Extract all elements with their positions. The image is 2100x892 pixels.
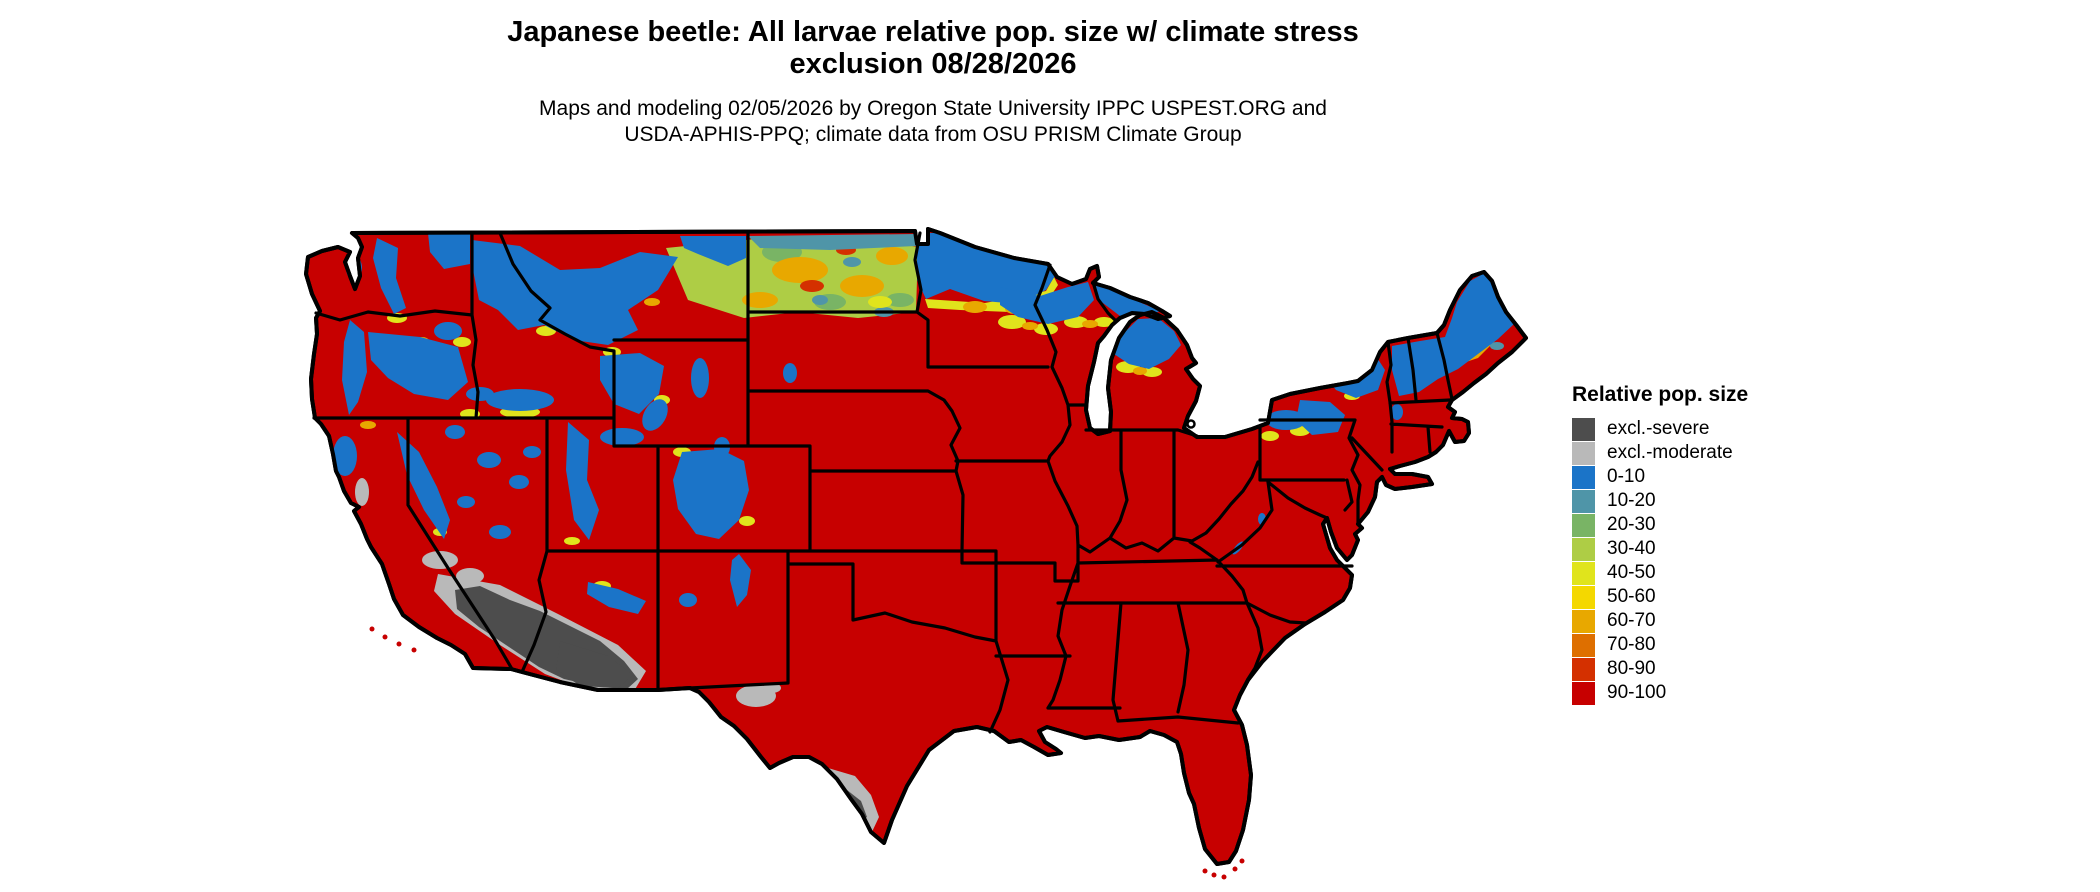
legend-swatch-60-70 (1572, 609, 1595, 633)
map-outline (304, 227, 1528, 866)
legend-title: Relative pop. size (1572, 383, 1749, 406)
legend-label: 80-90 (1607, 658, 1656, 679)
legend-label: 60-70 (1607, 610, 1656, 631)
legend-label: 0-10 (1607, 466, 1646, 487)
legend-swatch-90-100 (1572, 681, 1595, 705)
legend-label: 50-60 (1607, 586, 1656, 607)
legend-swatch-70-80 (1572, 633, 1595, 657)
legend-row: excl.-moderate (1572, 441, 1748, 465)
legend-label: excl.-moderate (1607, 442, 1733, 463)
legend-swatch-30-40 (1572, 537, 1595, 561)
legend-swatch-40-50 (1572, 561, 1595, 585)
raster-low-population-blue (333, 229, 1514, 614)
legend-label: 10-20 (1607, 490, 1656, 511)
legend: Relative pop. size excl.-severe excl.-mo… (1572, 383, 1748, 705)
page-title: Japanese beetle: All larvae relative pop… (133, 16, 1733, 80)
page-subtitle: Maps and modeling 02/05/2026 by Oregon S… (133, 96, 1733, 148)
legend-label: 30-40 (1607, 538, 1656, 559)
map-islands (369, 626, 1245, 880)
subtitle-line-2: USDA-APHIS-PPQ; climate data from OSU PR… (624, 123, 1242, 146)
map-state-borders (312, 231, 1454, 734)
legend-label: 70-80 (1607, 634, 1656, 655)
legend-swatch-excl-moderate (1572, 441, 1595, 465)
legend-row: 60-70 (1572, 609, 1748, 633)
legend-row: 40-50 (1572, 561, 1748, 585)
legend-label: excl.-severe (1607, 418, 1710, 439)
legend-label: 20-30 (1607, 514, 1656, 535)
legend-swatch-80-90 (1572, 657, 1595, 681)
legend-row: 90-100 (1572, 681, 1748, 705)
title-line-2: exclusion 08/28/2026 (789, 48, 1077, 80)
legend-swatch-50-60 (1572, 585, 1595, 609)
legend-row: 10-20 (1572, 489, 1748, 513)
legend-swatch-0-10 (1572, 465, 1595, 489)
title-block: Japanese beetle: All larvae relative pop… (133, 16, 1733, 148)
legend-swatch-20-30 (1572, 513, 1595, 537)
legend-row: 70-80 (1572, 633, 1748, 657)
legend-row: 20-30 (1572, 513, 1748, 537)
legend-row: 30-40 (1572, 537, 1748, 561)
legend-label: 90-100 (1607, 682, 1667, 703)
map-raster (333, 229, 1514, 834)
legend-row: 80-90 (1572, 657, 1748, 681)
legend-row: excl.-severe (1572, 417, 1748, 441)
lake-st-clair (1186, 419, 1196, 429)
legend-label: 40-50 (1607, 562, 1656, 583)
subtitle-line-1: Maps and modeling 02/05/2026 by Oregon S… (539, 97, 1327, 120)
legend-row: 0-10 (1572, 465, 1748, 489)
title-line-1: Japanese beetle: All larvae relative pop… (507, 16, 1359, 48)
legend-swatch-excl-severe (1572, 417, 1595, 441)
legend-row: 50-60 (1572, 585, 1748, 609)
legend-swatch-10-20 (1572, 489, 1595, 513)
